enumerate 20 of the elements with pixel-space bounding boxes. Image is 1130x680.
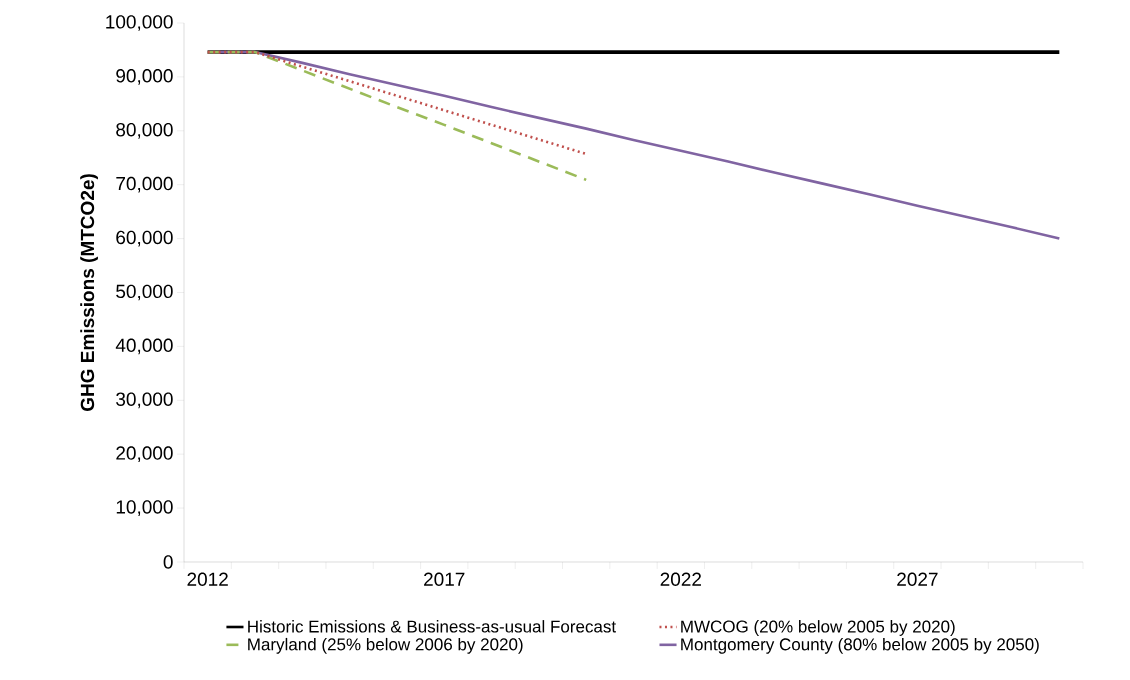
y-tick-label: 40,000 bbox=[115, 338, 173, 355]
x-tick-label: 2012 bbox=[187, 572, 228, 586]
y-tick-label: 90,000 bbox=[116, 69, 173, 85]
y-tick-label: 100,000 bbox=[106, 15, 173, 31]
y-tick-label: 0 bbox=[163, 555, 173, 569]
x-tick-label: 2017 bbox=[424, 572, 465, 586]
y-tick-label: 70,000 bbox=[116, 176, 173, 193]
y-tick-label: 60,000 bbox=[116, 230, 173, 247]
x-tick-label: 2022 bbox=[660, 572, 701, 586]
y-tick-label: 50,000 bbox=[116, 284, 173, 301]
y-tick-label: 30,000 bbox=[116, 392, 173, 409]
x-tick-label: 2027 bbox=[897, 572, 938, 586]
legend-label: Maryland (25% below 2006 by 2020) bbox=[248, 637, 523, 654]
y-tick-label: 80,000 bbox=[116, 122, 173, 139]
y-tick-label: 10,000 bbox=[116, 500, 173, 516]
legend-label: MWCOG (20% below 2005 by 2020) bbox=[681, 620, 955, 636]
legend-label: Montgomery County (80% below 2005 by 2050) bbox=[681, 637, 1039, 654]
y-tick-label: 20,000 bbox=[116, 446, 173, 463]
y-axis-title: GHG Emissions (MTCO2e) bbox=[80, 174, 98, 411]
legend-label: Historic Emissions & Business-as-usual Forecast bbox=[248, 620, 616, 633]
